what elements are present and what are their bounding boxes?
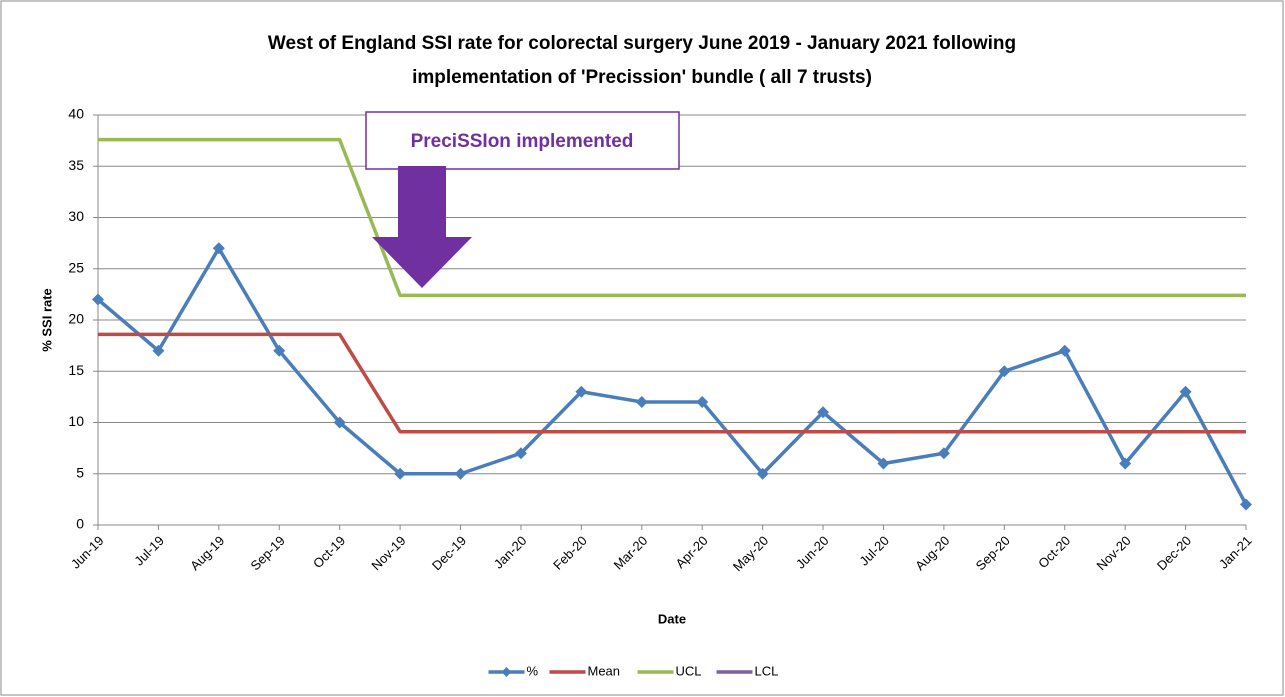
- data-point: [333, 416, 346, 429]
- data-point: [756, 467, 769, 480]
- data-point: [575, 385, 588, 398]
- y-tick-label: 10: [68, 413, 84, 429]
- y-tick-label: 35: [68, 157, 84, 173]
- y-tick-label: 0: [76, 516, 84, 532]
- legend: % Mean UCL LCL: [488, 663, 779, 678]
- legend-label: LCL: [755, 663, 779, 678]
- y-tick-label: 30: [68, 208, 84, 224]
- data-point: [1119, 457, 1132, 470]
- annotation-arrow: [372, 166, 472, 288]
- data-point: [454, 467, 467, 480]
- series-line: [96, 246, 1248, 506]
- data-point: [937, 447, 950, 460]
- annotation-box: [365, 111, 680, 170]
- data-point: [877, 457, 890, 470]
- y-tick-label: 40: [68, 106, 84, 122]
- data-point: [394, 467, 407, 480]
- legend-marker: [501, 667, 512, 677]
- y-tick-label: 15: [68, 362, 84, 378]
- chart-title: West of England SSI rate for colorectal …: [268, 33, 1016, 54]
- data-point: [514, 447, 527, 460]
- data-point: [817, 406, 830, 419]
- legend-label: UCL: [676, 663, 702, 678]
- legend-label: %: [527, 663, 539, 678]
- data-point: [998, 365, 1011, 378]
- data-point: [1179, 385, 1192, 398]
- x-axis-label: Date: [658, 611, 686, 626]
- data-point: [696, 396, 709, 408]
- y-tick-label: 5: [76, 464, 84, 480]
- y-axis-label: % SSI rate: [39, 288, 54, 352]
- series-line: [98, 137, 1246, 298]
- series-line: [98, 332, 1246, 434]
- data-point: [1058, 344, 1071, 357]
- y-tick-label: 25: [68, 259, 84, 275]
- data-point: [635, 396, 648, 408]
- data-point: [152, 344, 165, 357]
- legend-label: Mean: [588, 663, 621, 678]
- annotation: PreciSSIon implemented: [411, 131, 634, 152]
- data-point: [212, 242, 225, 255]
- y-tick-label: 20: [68, 311, 84, 327]
- data-point: [1240, 498, 1252, 511]
- data-point: [92, 293, 104, 306]
- data-point: [273, 344, 286, 357]
- chart-title: implementation of 'Precission' bundle ( …: [412, 67, 872, 88]
